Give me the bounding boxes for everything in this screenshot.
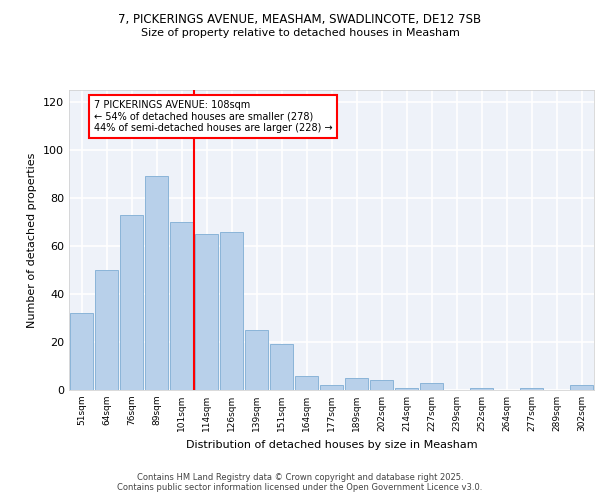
Text: 7, PICKERINGS AVENUE, MEASHAM, SWADLINCOTE, DE12 7SB: 7, PICKERINGS AVENUE, MEASHAM, SWADLINCO… [118,12,482,26]
Bar [170,222,193,390]
Bar [320,385,343,390]
X-axis label: Distribution of detached houses by size in Measham: Distribution of detached houses by size … [185,440,478,450]
Text: Size of property relative to detached houses in Measham: Size of property relative to detached ho… [140,28,460,38]
Bar [345,378,368,390]
Bar [395,388,418,390]
Bar [370,380,393,390]
Text: 7 PICKERINGS AVENUE: 108sqm
← 54% of detached houses are smaller (278)
44% of se: 7 PICKERINGS AVENUE: 108sqm ← 54% of det… [94,100,332,133]
Bar [295,376,318,390]
Y-axis label: Number of detached properties: Number of detached properties [28,152,37,328]
Bar [420,383,443,390]
Bar [195,234,218,390]
Bar [70,313,93,390]
Bar [245,330,268,390]
Bar [570,385,593,390]
Bar [470,388,493,390]
Bar [95,270,118,390]
Bar [220,232,243,390]
Bar [145,176,168,390]
Text: Contains HM Land Registry data © Crown copyright and database right 2025.
Contai: Contains HM Land Registry data © Crown c… [118,473,482,492]
Bar [120,215,143,390]
Bar [520,388,543,390]
Bar [270,344,293,390]
